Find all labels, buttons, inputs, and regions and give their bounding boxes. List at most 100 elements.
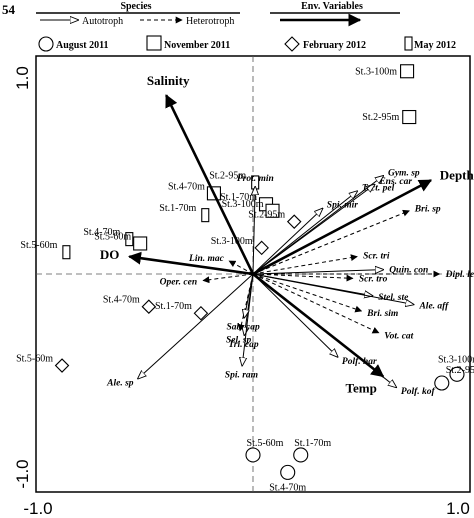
species-label-spi-ram: Spi. ram [225,371,258,381]
species-arrow-prot-min [253,187,255,275]
env-label-depth: Depth [440,168,474,183]
species-label-vot-cat: Vot. cat [384,331,413,341]
species-label-ale-aff: Ale. aff [418,302,449,312]
legend-november-label: November 2011 [164,40,230,51]
species-arrow-lin-mac [228,260,254,275]
species-label-sab-cap: Sab. cap [227,323,261,333]
site-marker-st-5-60m-9 [133,236,148,251]
env-label-do: DO [100,247,120,262]
env-arrow-do [128,251,254,276]
site-label-st-2-95m-2: St.2-95m [209,170,246,181]
x-tick-label-left: -1.0 [23,499,52,518]
site-marker-st-5-60m-14 [54,358,70,373]
site-label-st-3-100m-15: St.3-100m [438,354,474,365]
site-label-st-3-100m-11: St.3-100m [211,236,253,247]
species-arrow-vot-cat [252,273,380,334]
site-marker-st-4-70m-19 [280,464,296,480]
species-arrow-tect-pel [252,191,357,275]
legend-heterotroph-label: Heterotroph [186,16,234,27]
site-marker-st-4-70m-12 [141,299,157,314]
site-marker-st-4-70m-8 [125,232,134,247]
site-label-st-5-60m-17: St.5-60m [247,438,284,449]
species-label-tect-pel: Tect. pel [362,183,395,193]
site-label-st-1-70m-13: St.1-70m [155,301,192,312]
site-label-st-3-100m-6: St.3-100m [222,199,264,210]
legend-august-marker [38,36,54,52]
species-label-dipl-len: Dipl. len [445,270,474,280]
site-marker-st-5-60m-10 [62,245,71,260]
species-label-ens-car: Ens. car [378,177,412,187]
site-marker-st-1-70m-5 [201,208,210,223]
site-label-st-5-60m-14: St.5-60m [16,354,53,365]
legend-env-header: Env. Variables [301,1,363,12]
site-label-st-4-70m-19: St.4-70m [269,482,306,493]
site-marker-st-3-100m-11 [254,240,269,256]
species-label-tri-cap: Tri. cap [228,340,259,350]
species-arrow-spi-ram [242,273,254,366]
species-label-prot-min: Prot. min [237,174,274,184]
species-label-bri-sim: Bri. sim [366,309,398,319]
legend-november-marker [146,35,162,51]
site-label-st-5-60m-9: St.5-60m [94,231,131,242]
legend-may-marker [404,36,413,51]
site-label-st-1-70m-5: St.1-70m [159,203,196,214]
species-arrow-oper-cen [202,273,254,284]
site-label-st-2-95m-1: St.2-95m [362,112,399,123]
species-arrow-bri-sim [252,273,363,313]
species-label-spi-mir: Spi. mir [327,200,358,210]
site-marker-st-2-95m-1 [402,109,417,125]
site-marker-st-1-70m-13 [193,305,209,321]
species-label-polf-kof: Polf. kof [401,387,436,397]
site-label-st-4-70m-12: St.4-70m [103,295,140,306]
species-label-sel-sp: Sel. sp [226,336,252,346]
species-arrow-scr-tri [252,254,358,275]
species-label-ale-sp: Ale. sp [106,379,134,389]
site-label-st-4-70m-3: St.4-70m [168,181,205,192]
y-tick-label-top: 1.0 [13,66,32,90]
env-label-temp: Temp [346,380,377,395]
legend-february-marker [284,36,300,52]
y-tick-label-bottom: -1.0 [13,459,32,488]
site-marker-st-2-95m-7 [286,214,302,229]
figure-number: 54 [2,2,16,17]
site-label-st-3-100m-0: St.3-100m [355,66,397,77]
site-label-st-1-70m-4: St.1-70m [220,192,257,203]
site-label-st-2-95m-16: St.2-95m [446,365,474,376]
env-arrow-salinity [165,94,255,275]
site-label-st-4-70m-8: St.4-70m [83,227,120,238]
species-arrow-ale-sp [138,273,254,379]
species-arrow-sab-cap [244,273,254,318]
site-marker-st-3-100m-15 [449,366,465,382]
species-label-gym-sp: Gym. sp [388,168,420,178]
species-label-bri-sp: Bri. sp [414,205,441,215]
species-arrow-ale-aff [252,273,414,305]
env-label-salinity: Salinity [147,73,190,88]
site-marker-st-5-60m-17 [245,447,261,463]
species-label-quin-con: Quin. con [389,265,428,275]
species-arrow-bri-sp [252,209,410,275]
legend: Species Env. Variables Autotroph Heterot… [36,1,456,52]
legend-autotroph-label: Autotroph [82,16,123,27]
legend-february-label: February 2012 [303,40,366,51]
site-label-st-2-95m-7: St.2-95m [248,210,285,221]
species-label-lin-mac: Lin. mac [188,254,225,264]
legend-species-header: Species [120,1,151,12]
species-arrow-spi-mir [252,209,322,275]
legend-august-label: August 2011 [56,40,109,51]
site-marker-st-3-100m-0 [400,64,415,79]
site-label-st-1-70m-18: St.1-70m [294,438,331,449]
species-arrow-quin-con [252,270,383,275]
site-marker-st-2-95m-16 [434,375,450,391]
site-marker-st-3-100m-6 [265,203,280,218]
species-label-scr-tri: Scr. tri [363,252,390,262]
site-marker-st-1-70m-18 [293,447,309,463]
species-arrow-gym-sp [252,176,383,275]
legend-may-label: May 2012 [414,40,456,51]
site-label-st-5-60m-10: St.5-60m [20,240,57,251]
env-arrow-temp [252,272,385,378]
species-label-oper-cen: Oper. cen [160,277,197,287]
species-label-stel-ste: Stel. ste [378,293,409,303]
species-arrow-scr-tro [252,273,354,282]
species-label-polf-har: Polf. har [342,357,377,367]
